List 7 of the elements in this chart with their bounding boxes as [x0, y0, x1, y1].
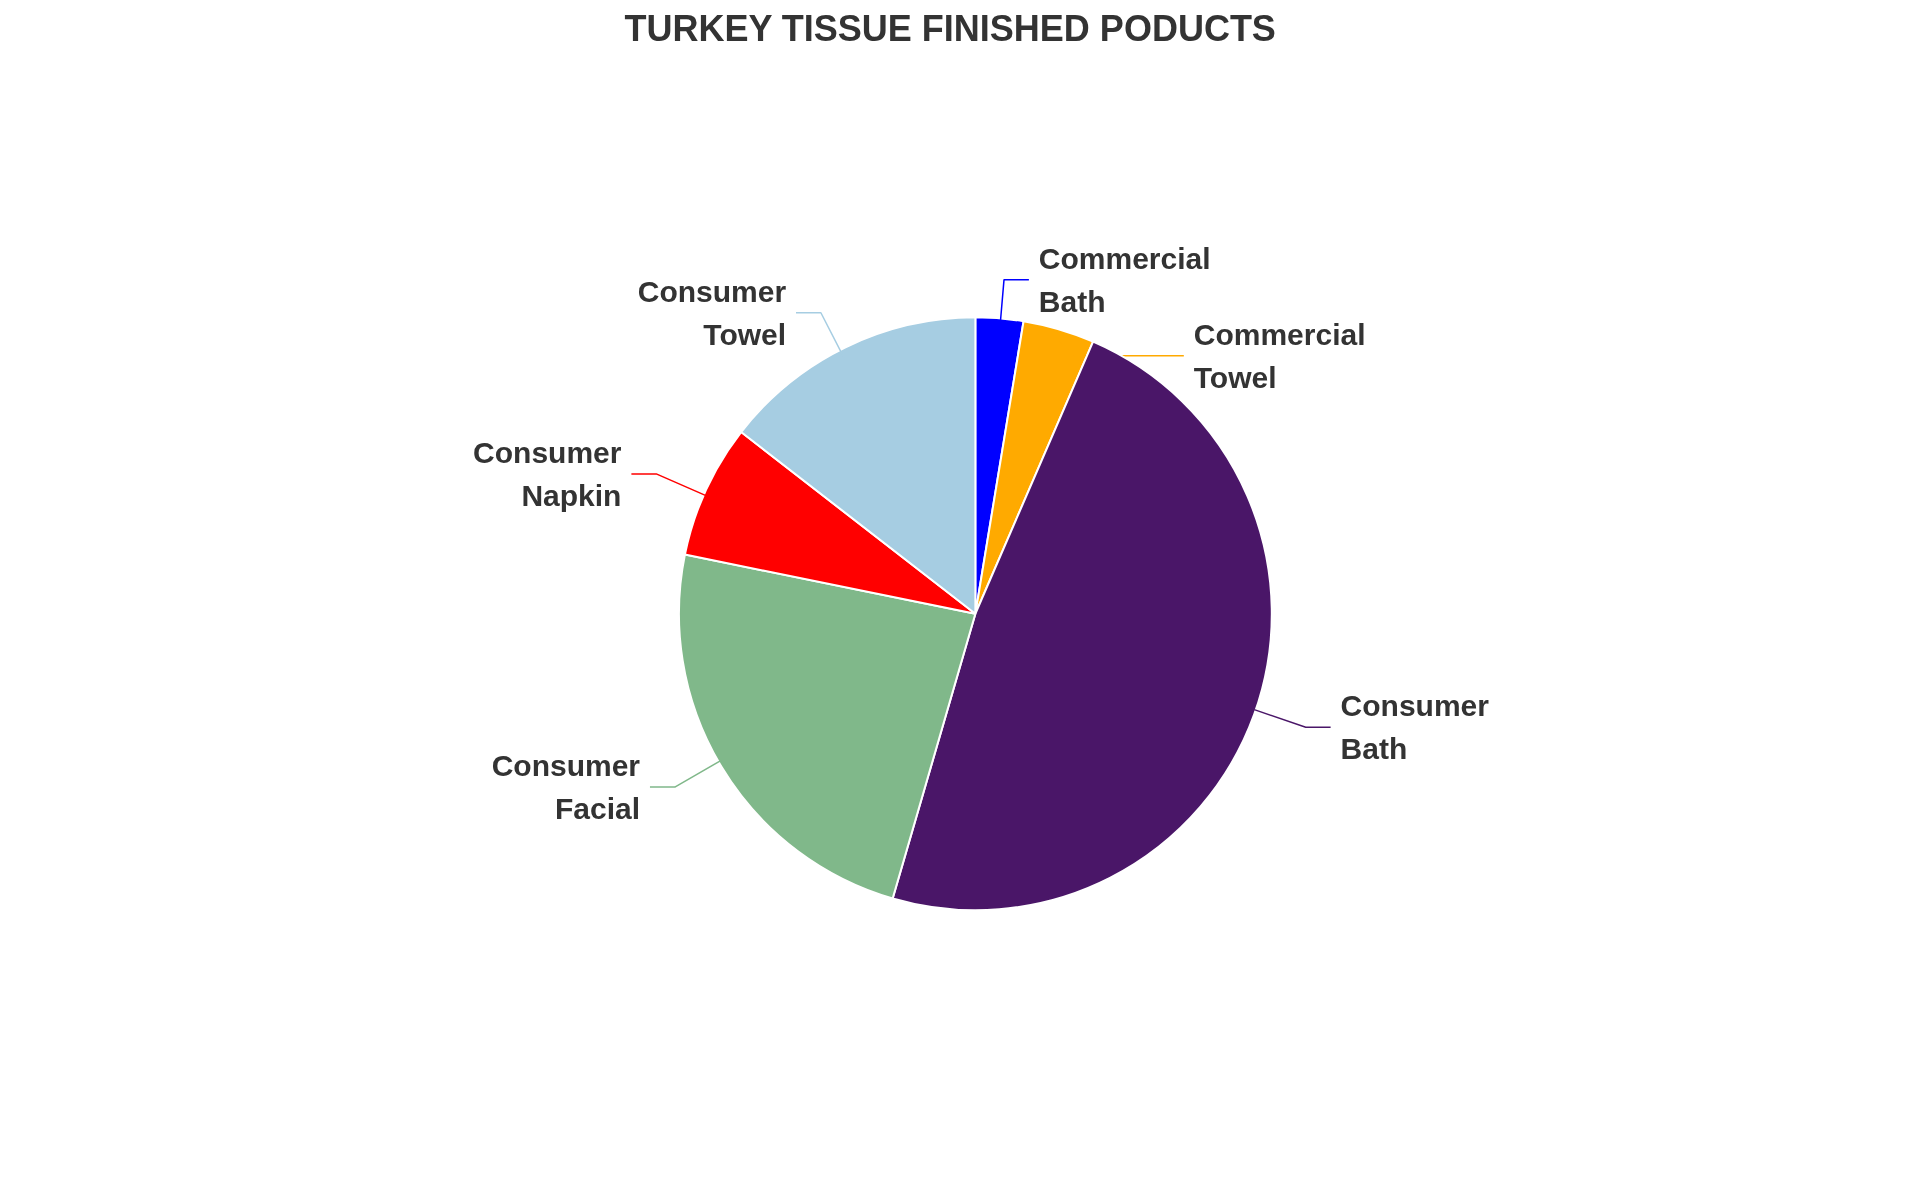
slice-label: Consumer Facial	[491, 749, 641, 826]
slice-label: Consumer Towel	[637, 274, 787, 351]
slice-label: Commercial Towel	[1193, 317, 1366, 394]
chart-title: TURKEY TISSUE FINISHED PODUCTS	[624, 7, 1276, 49]
slice-label: Consumer Napkin	[473, 435, 622, 512]
slice-label: Commercial Bath	[1038, 241, 1211, 318]
slice-label: Consumer Bath	[1340, 689, 1490, 766]
